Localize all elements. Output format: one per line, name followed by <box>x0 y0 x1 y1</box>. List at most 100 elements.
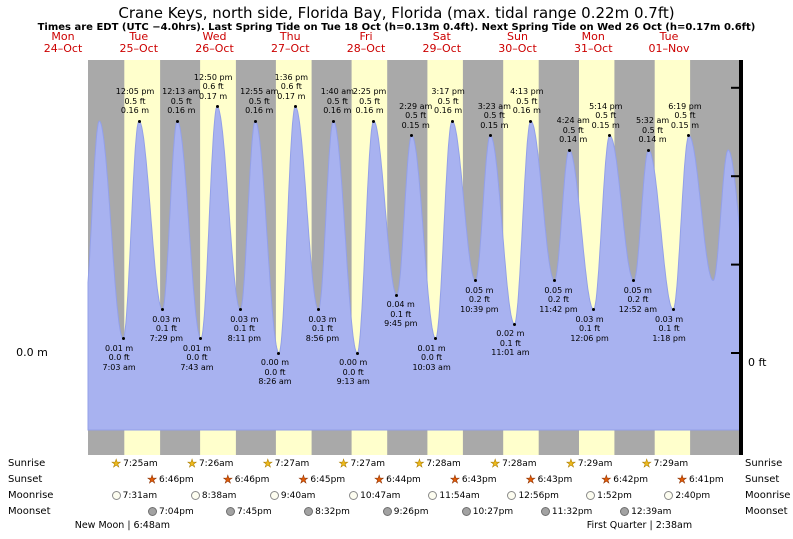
moon-phase-label: First Quarter | 2:38am <box>586 520 693 531</box>
moonrise-icon <box>190 491 200 500</box>
y-axis-tick <box>731 86 740 89</box>
annotation-line: 0.16 m <box>323 106 352 115</box>
annotation-line: 0.03 m <box>152 314 181 324</box>
astro-time-label: 7:04pm <box>159 506 194 517</box>
tide-low-annotation: 0.03 m 0.1 ft 8:11 pm <box>228 315 261 344</box>
annotation-line: 0.16 m <box>512 106 541 115</box>
tide-high-annotation: 4:13 pm 0.5 ft 0.16 m <box>510 87 543 116</box>
sunset-event: ★ 6:45pm <box>298 473 345 486</box>
annotation-line: 0.0 ft <box>108 353 130 362</box>
annotation-line: 0.05 m <box>623 285 652 295</box>
astro-time-label: 7:27am <box>274 458 310 469</box>
sunset-star-icon: ★ <box>601 473 612 486</box>
annotation-line: 0.01 m <box>105 343 134 353</box>
astro-time-label: 7:28am <box>502 458 537 469</box>
astro-time-label: 1:52pm <box>597 490 632 501</box>
moonrise-icon <box>111 491 121 500</box>
day-label-dow: Thu <box>279 30 301 43</box>
annotation-line: 3:23 am <box>477 101 511 111</box>
annotation-line: 0.2 ft <box>547 295 569 304</box>
moonrise-event: 1:52pm <box>586 489 632 502</box>
sunset-event: ★ 6:44pm <box>374 473 421 486</box>
moonset-icon <box>148 507 158 516</box>
tide-low-annotation: 0.01 m 0.0 ft 10:03 am <box>412 344 450 373</box>
tide-extreme-dot <box>316 308 320 311</box>
moonset-icon <box>540 507 550 516</box>
day-label-dow: Tue <box>129 30 149 43</box>
moonrise-icon <box>428 491 438 500</box>
annotation-line: 0.02 m <box>496 329 525 338</box>
day-label: Sat 29–Oct <box>410 31 474 54</box>
tide-high-annotation: 12:05 pm 0.5 ft 0.16 m <box>116 87 154 116</box>
day-label-dow: Sun <box>507 30 528 43</box>
annotation-line: 7:29 pm <box>149 333 184 343</box>
y-axis-tick <box>731 175 740 178</box>
moonset-event: 7:45pm <box>225 505 272 518</box>
annotation-line: 0.0 ft <box>421 353 443 362</box>
tide-extreme-dot <box>488 134 492 137</box>
annotation-line: 2:25 pm <box>352 87 387 96</box>
astro-time-label: 10:27pm <box>472 506 514 517</box>
tide-extreme-dot <box>253 119 257 123</box>
annotation-line: 12:06 pm <box>570 333 609 343</box>
moonrise-event: 8:38am <box>190 489 236 502</box>
sunrise-event: ★ 7:26am <box>187 457 234 470</box>
annotation-line: 0.00 m <box>260 358 290 367</box>
sunrise-event: ★ 7:27am <box>338 457 385 470</box>
tide-graph-canvas <box>0 60 793 455</box>
moonset-event: 11:32pm <box>540 505 593 518</box>
annotation-line: 0.01 m <box>417 343 446 353</box>
sunrise-event: ★ 7:27am <box>263 457 310 470</box>
annotation-line: 0.5 ft <box>170 96 192 106</box>
tide-low-annotation: 0.01 m 0.0 ft 7:03 am <box>103 344 136 373</box>
astro-time-label: 2:40pm <box>675 490 711 501</box>
annotation-line: 0.15 m <box>670 120 699 130</box>
tide-high-annotation: 4:24 am 0.5 ft 0.14 m <box>557 116 590 145</box>
astro-time-label: 11:54am <box>439 490 480 501</box>
astro-time-label: 8:32pm <box>315 506 350 517</box>
moonset-event: 7:04pm <box>148 505 194 518</box>
tide-high-annotation: 2:29 am 0.5 ft 0.15 m <box>399 102 432 131</box>
moonrise-event: 10:47am <box>349 489 400 502</box>
day-label: Tue 01–Nov <box>637 31 701 54</box>
annotation-line: 12:13 am <box>162 87 201 96</box>
moonrise-icon <box>507 491 517 500</box>
tide-low-annotation: 0.05 m 0.2 ft 11:42 pm <box>539 286 577 315</box>
astro-time-label: 6:41pm <box>688 474 724 485</box>
annotation-line: 6:19 pm <box>668 101 702 111</box>
tide-low-annotation: 0.01 m 0.0 ft 7:43 am <box>180 344 213 373</box>
moonset-icon <box>620 507 630 516</box>
annotation-line: 0.6 ft <box>202 82 224 91</box>
day-label: Fri 28–Oct <box>334 31 398 54</box>
annotation-line: 11:42 pm <box>539 304 578 314</box>
annotation-line: 0.17 m <box>277 91 306 101</box>
annotation-line: 8:26 am <box>258 377 292 386</box>
annotation-line: 0.05 m <box>544 285 573 295</box>
annotation-line: 8:11 pm <box>227 333 262 343</box>
astro-time-label: 7:29am <box>577 458 613 469</box>
annotation-line: 0.16 m <box>434 106 463 115</box>
annotation-line: 0.5 ft <box>248 96 270 106</box>
astro-time-label: 11:32pm <box>551 506 593 517</box>
y-axis-tick <box>731 352 740 354</box>
sunset-star-icon: ★ <box>222 473 233 486</box>
tide-extreme-dot <box>331 119 335 123</box>
tide-extreme-dot <box>450 119 454 123</box>
moonset-event: 10:27pm <box>461 505 514 518</box>
tide-high-annotation: 12:13 am 0.5 ft 0.16 m <box>162 87 200 116</box>
tide-high-annotation: 1:36 pm 0.6 ft 0.17 m <box>275 73 308 102</box>
sunset-star-icon: ★ <box>449 473 460 486</box>
annotation-line: 0.03 m <box>308 314 337 324</box>
annotation-line: 0.5 ft <box>642 125 664 135</box>
annotation-line: 0.16 m <box>120 106 150 115</box>
sunrise-star-icon: ★ <box>490 457 501 470</box>
moonset-icon <box>382 507 392 516</box>
annotation-line: 0.6 ft <box>280 82 302 91</box>
sunset-event: ★ 6:41pm <box>677 473 724 486</box>
tide-extreme-dot <box>552 279 556 282</box>
tide-high-annotation: 1:40 am 0.5 ft 0.16 m <box>321 87 354 116</box>
annotation-line: 9:13 am <box>336 377 370 386</box>
tide-extreme-dot <box>567 148 571 152</box>
moonrise-icon <box>586 491 596 500</box>
day-labels-row: Mon 24–Oct Tue 25–Oct Wed 26–Oct Thu 27–Oct Fri 2… <box>0 0 793 60</box>
